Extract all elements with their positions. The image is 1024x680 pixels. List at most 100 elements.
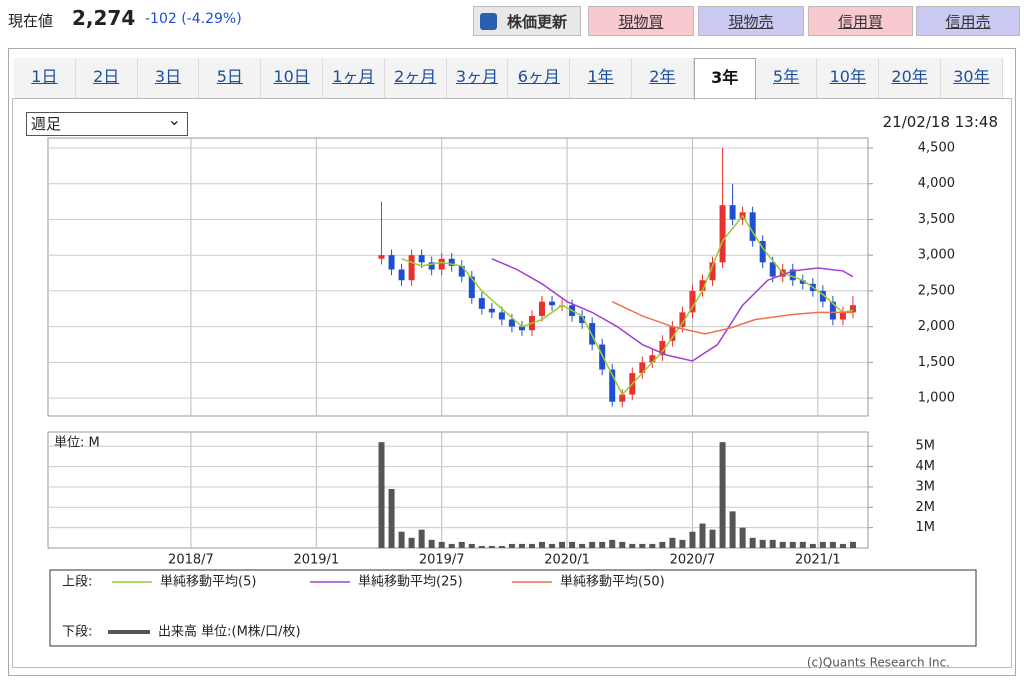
x-tick-label: 2021/1 [795,553,841,568]
period-tab[interactable]: 30年 [941,58,1003,98]
chart-frame [12,98,1012,668]
y-tick-label: 3M [916,479,936,494]
period-tab[interactable]: 3日 [137,58,200,98]
y-tick-label: 5M [916,439,936,454]
y-tick-label: 2,000 [918,319,955,334]
unit-label: 単位: M [54,435,100,451]
legend-label: 出来高 単位:(M株/口/枚) [158,624,301,640]
candle-body [478,298,485,309]
volume-bar [819,541,826,548]
y-tick-label: 4M [916,459,936,474]
volume-bar [619,541,626,548]
candle-body [609,369,616,402]
timestamp: 21/02/18 13:48 [882,113,998,131]
volume-bar [679,539,686,548]
candle-body [468,276,475,299]
volume-bar [789,541,796,548]
volume-bar [448,543,455,548]
volume-bar [809,543,816,548]
candle-body [699,280,706,291]
volume-bar [839,543,846,548]
volume-bar [599,541,606,548]
period-tab[interactable]: 1年 [570,58,632,98]
period-tab[interactable]: 2日 [75,58,138,98]
candle-body [839,312,846,320]
volume-bar [609,539,616,548]
period-tab[interactable]: 6ヶ月 [508,58,571,98]
candle-body [388,255,395,270]
volume-bar [468,543,475,548]
candle-body [549,301,556,306]
volume-bar [739,527,746,548]
volume-bar [639,543,646,548]
volume-bar [508,543,515,548]
refresh-icon [480,13,497,30]
candle-body [458,265,465,277]
volume-bar [478,545,485,548]
x-tick-label: 2020/7 [670,553,716,568]
candle-body [428,262,435,270]
period-select[interactable]: 週足 [26,109,188,136]
price-change: -102 (-4.29%) [145,11,242,27]
candle-body [849,305,856,313]
volume-bar [559,541,566,548]
volume-bar [589,541,596,548]
candle-body [719,205,726,263]
period-tab[interactable]: 2年 [632,58,694,98]
y-tick-label: 4,000 [918,176,955,191]
volume-bar [378,442,385,548]
volume-bar [829,541,836,548]
candle-body [488,308,495,313]
volume-bar [569,541,576,548]
volume-bar [398,531,405,548]
candle-body [649,355,656,363]
volume-bar [659,541,666,548]
period-tab[interactable]: 5年 [755,58,818,98]
period-tab[interactable]: 20年 [879,58,941,98]
legend-section: 上段: [62,575,92,590]
candle-body [679,312,686,327]
period-tab[interactable]: 5日 [199,58,262,98]
period-tab[interactable]: 3ヶ月 [446,58,509,98]
period-tab[interactable]: 3年 [693,58,756,100]
candle-body [769,262,776,277]
period-tab[interactable]: 10日 [261,58,323,98]
period-tab[interactable]: 10年 [817,58,880,98]
period-tab[interactable]: 1日 [14,58,76,98]
candle-body [709,262,716,281]
action-button[interactable]: 現物買 [588,6,694,36]
candle-body [448,258,455,266]
volume-bar [849,541,856,548]
volume-bar [498,545,505,548]
candle-body [669,326,676,341]
candle-body [589,323,596,345]
action-button[interactable]: 信用売 [916,6,1020,36]
action-button[interactable]: 信用買 [808,6,913,36]
period-tab[interactable]: 2ヶ月 [384,58,447,98]
x-tick-label: 2018/7 [168,553,214,568]
action-button[interactable]: 株価更新 [473,6,581,36]
y-tick-label: 1,500 [918,355,955,370]
y-tick-label: 4,500 [918,141,955,156]
volume-bar [579,543,586,548]
candle-body [599,344,606,370]
candle-body [498,312,505,320]
candle-body [639,362,646,374]
volume-bar [729,511,736,548]
candle-body [518,326,525,331]
legend-label: 単純移動平均(50) [560,574,665,590]
volume-bar [518,543,525,548]
volume-bar [418,529,425,548]
volume-bar [799,541,806,548]
candle-body [829,301,836,320]
period-tab[interactable]: 1ヶ月 [323,58,385,98]
action-button[interactable]: 現物売 [698,6,804,36]
volume-bar [689,531,696,548]
legend-label: 単純移動平均(5) [160,574,256,590]
tab-panel: 1日 2日 3日 5日 10日 1ヶ月 2ヶ月 3ヶ月 6ヶ月 1年 2年 3年 5年 10年 20年 30年 [8,48,1016,676]
y-tick-label: 2,500 [918,283,955,298]
candle-body [418,255,425,263]
volume-bar [458,541,465,548]
candle-body [799,280,806,284]
candle-body [659,340,666,356]
